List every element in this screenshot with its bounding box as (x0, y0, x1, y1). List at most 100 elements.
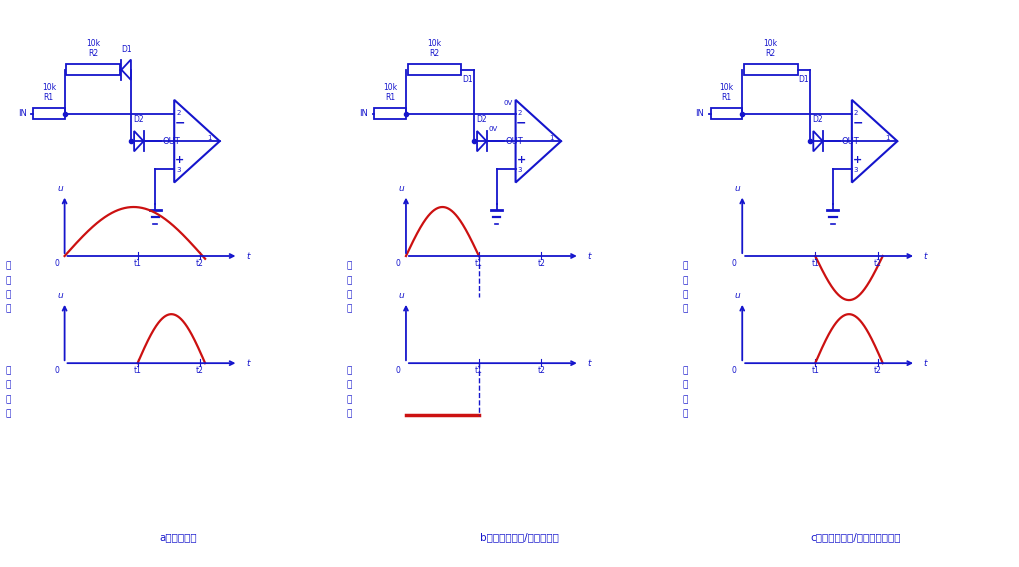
Text: t: t (587, 359, 591, 367)
Bar (33, 108, 64, 119)
Text: D1: D1 (799, 75, 809, 84)
Text: 入: 入 (5, 276, 10, 285)
Text: t2: t2 (874, 259, 881, 268)
Text: D1: D1 (463, 75, 473, 84)
Text: 0: 0 (54, 366, 59, 375)
Text: 波: 波 (683, 395, 688, 404)
Text: R1: R1 (44, 93, 54, 102)
Text: 1: 1 (549, 134, 553, 141)
Text: IN: IN (17, 109, 26, 118)
Text: 2: 2 (176, 109, 180, 116)
Text: t1: t1 (811, 366, 819, 375)
Text: 入: 入 (683, 276, 688, 285)
Text: 0V: 0V (488, 126, 497, 132)
Bar (710, 108, 742, 119)
Text: t1: t1 (475, 259, 483, 268)
Text: 2: 2 (854, 109, 858, 116)
Text: t2: t2 (538, 366, 545, 375)
Text: t: t (923, 359, 927, 367)
Text: u: u (398, 184, 405, 193)
Text: 形: 形 (346, 304, 352, 314)
Text: u: u (57, 184, 63, 193)
Text: 0: 0 (732, 366, 737, 375)
Text: 10k: 10k (427, 39, 441, 48)
Text: R2: R2 (88, 49, 98, 58)
Text: R1: R1 (385, 93, 395, 102)
Text: t1: t1 (475, 366, 483, 375)
Text: R2: R2 (429, 49, 439, 58)
Text: +: + (853, 155, 862, 164)
Text: 输: 输 (5, 366, 10, 375)
Text: D2: D2 (477, 115, 487, 124)
Text: OUT: OUT (163, 137, 180, 146)
Text: a、真身电路: a、真身电路 (160, 532, 197, 542)
Text: t1: t1 (811, 259, 819, 268)
Text: +: + (175, 155, 184, 164)
Text: c、变身电路二/反相（放大）器: c、变身电路二/反相（放大）器 (811, 532, 901, 542)
Text: 输: 输 (346, 366, 352, 375)
Text: 3: 3 (518, 167, 522, 173)
Text: 入: 入 (346, 276, 352, 285)
Text: R2: R2 (765, 49, 775, 58)
Text: 波: 波 (5, 290, 10, 299)
Text: b、变身电路一/电压跟随器: b、变身电路一/电压跟随器 (480, 532, 559, 542)
Text: 0V: 0V (503, 100, 513, 106)
Text: 10k: 10k (719, 83, 734, 92)
Text: 0: 0 (395, 366, 400, 375)
Text: 输: 输 (346, 262, 352, 270)
Text: t1: t1 (133, 259, 142, 268)
Text: D2: D2 (133, 115, 144, 124)
Text: 输: 输 (683, 262, 688, 270)
Text: 形: 形 (346, 409, 352, 418)
Text: 形: 形 (683, 409, 688, 418)
Text: 波: 波 (5, 395, 10, 404)
Text: u: u (735, 184, 741, 193)
Text: t2: t2 (538, 259, 545, 268)
Text: 出: 出 (683, 380, 688, 390)
Text: 0: 0 (732, 259, 737, 268)
Text: t: t (587, 252, 591, 260)
Text: D2: D2 (813, 115, 823, 124)
Text: 1: 1 (886, 134, 890, 141)
Text: 出: 出 (346, 380, 352, 390)
Text: 3: 3 (176, 167, 180, 173)
Text: t: t (923, 252, 927, 260)
Text: 10k: 10k (42, 83, 56, 92)
Text: −: − (516, 116, 527, 129)
Text: 输: 输 (683, 366, 688, 375)
Text: −: − (852, 116, 863, 129)
Text: 波: 波 (346, 395, 352, 404)
Bar (408, 64, 462, 75)
Bar (66, 64, 120, 75)
Text: t2: t2 (874, 366, 881, 375)
Text: 10k: 10k (763, 39, 777, 48)
Text: +: + (517, 155, 526, 164)
Text: OUT: OUT (842, 137, 859, 146)
Text: 形: 形 (5, 304, 10, 314)
Text: t: t (246, 359, 250, 367)
Text: IN: IN (359, 109, 368, 118)
Text: IN: IN (695, 109, 704, 118)
Text: OUT: OUT (505, 137, 523, 146)
Text: 输: 输 (5, 262, 10, 270)
Text: t1: t1 (133, 366, 142, 375)
Text: 波: 波 (683, 290, 688, 299)
Text: 10k: 10k (383, 83, 397, 92)
Bar (744, 64, 798, 75)
Text: 10k: 10k (86, 39, 100, 48)
Text: t2: t2 (197, 366, 204, 375)
Text: D1: D1 (121, 45, 131, 54)
Text: 出: 出 (5, 380, 10, 390)
Text: u: u (735, 291, 741, 300)
Text: 形: 形 (683, 304, 688, 314)
Text: 形: 形 (5, 409, 10, 418)
Text: 3: 3 (854, 167, 858, 173)
Text: u: u (398, 291, 405, 300)
Text: 0: 0 (54, 259, 59, 268)
Text: 2: 2 (518, 109, 522, 116)
Text: 波: 波 (346, 290, 352, 299)
Text: −: − (174, 116, 185, 129)
Text: 1: 1 (208, 134, 212, 141)
Text: 0: 0 (395, 259, 400, 268)
Text: t2: t2 (197, 259, 204, 268)
